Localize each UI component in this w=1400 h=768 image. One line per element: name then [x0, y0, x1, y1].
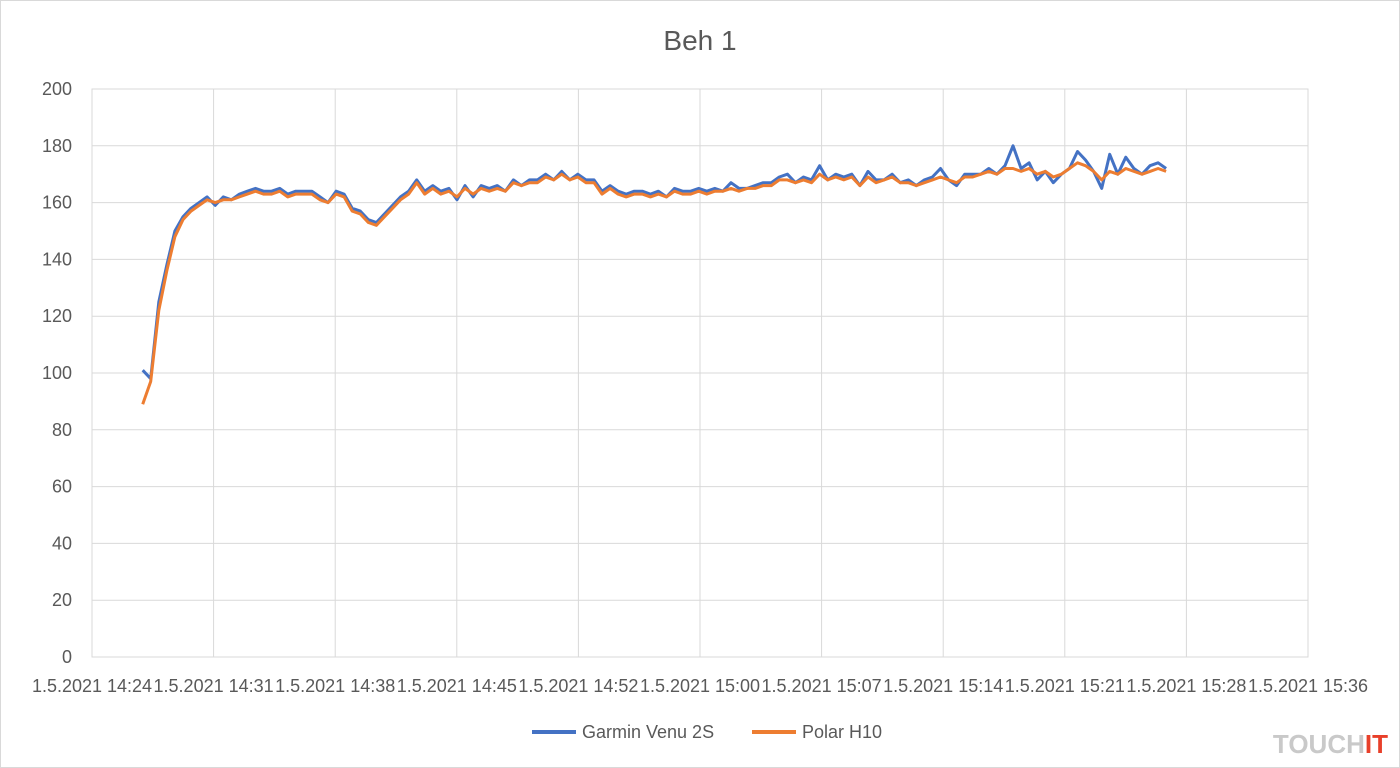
x-tick-label: 1.5.2021 15:28: [1126, 676, 1246, 696]
y-tick-label: 0: [62, 647, 72, 667]
x-tick-label: 1.5.2021 15:00: [640, 676, 760, 696]
plot-area: [91, 88, 1309, 658]
y-tick-label: 100: [42, 363, 72, 383]
x-tick-label: 1.5.2021 14:31: [154, 676, 274, 696]
x-tick-label: 1.5.2021 14:38: [275, 676, 395, 696]
legend-label: Garmin Venu 2S: [582, 722, 714, 742]
y-axis-ticks: 0 20 40 60 80 100 120 140 160 180 200: [42, 79, 72, 667]
legend-label: Polar H10: [802, 722, 882, 742]
axes: [91, 88, 1309, 658]
legend: Garmin Venu 2S Polar H10: [532, 722, 882, 742]
x-tick-label: 1.5.2021 14:45: [397, 676, 517, 696]
y-tick-label: 160: [42, 193, 72, 213]
y-tick-label: 200: [42, 79, 72, 99]
x-tick-label: 1.5.2021 15:14: [883, 676, 1003, 696]
chart-title: Beh 1: [663, 25, 736, 56]
y-tick-label: 80: [52, 420, 72, 440]
x-axis-ticks: 1.5.2021 14:24 1.5.2021 14:31 1.5.2021 14:…: [32, 676, 1368, 696]
series-lines: [141, 144, 1167, 405]
gridlines: [91, 88, 1309, 658]
watermark-logo: TOUCHIT: [1272, 729, 1388, 759]
y-tick-label: 140: [42, 249, 72, 269]
series-line-polar-h10: [141, 161, 1167, 405]
y-tick-label: 180: [42, 136, 72, 156]
y-tick-label: 120: [42, 306, 72, 326]
series-line-garmin-venu-2s: [141, 144, 1167, 381]
x-tick-label: 1.5.2021 15:07: [762, 676, 882, 696]
y-tick-label: 20: [52, 590, 72, 610]
x-tick-label: 1.5.2021 15:21: [1005, 676, 1125, 696]
y-tick-label: 40: [52, 533, 72, 553]
x-tick-label: 1.5.2021 14:52: [518, 676, 638, 696]
x-tick-label: 1.5.2021 14:24: [32, 676, 152, 696]
y-tick-label: 60: [52, 477, 72, 497]
x-tick-label: 1.5.2021 15:36: [1248, 676, 1368, 696]
